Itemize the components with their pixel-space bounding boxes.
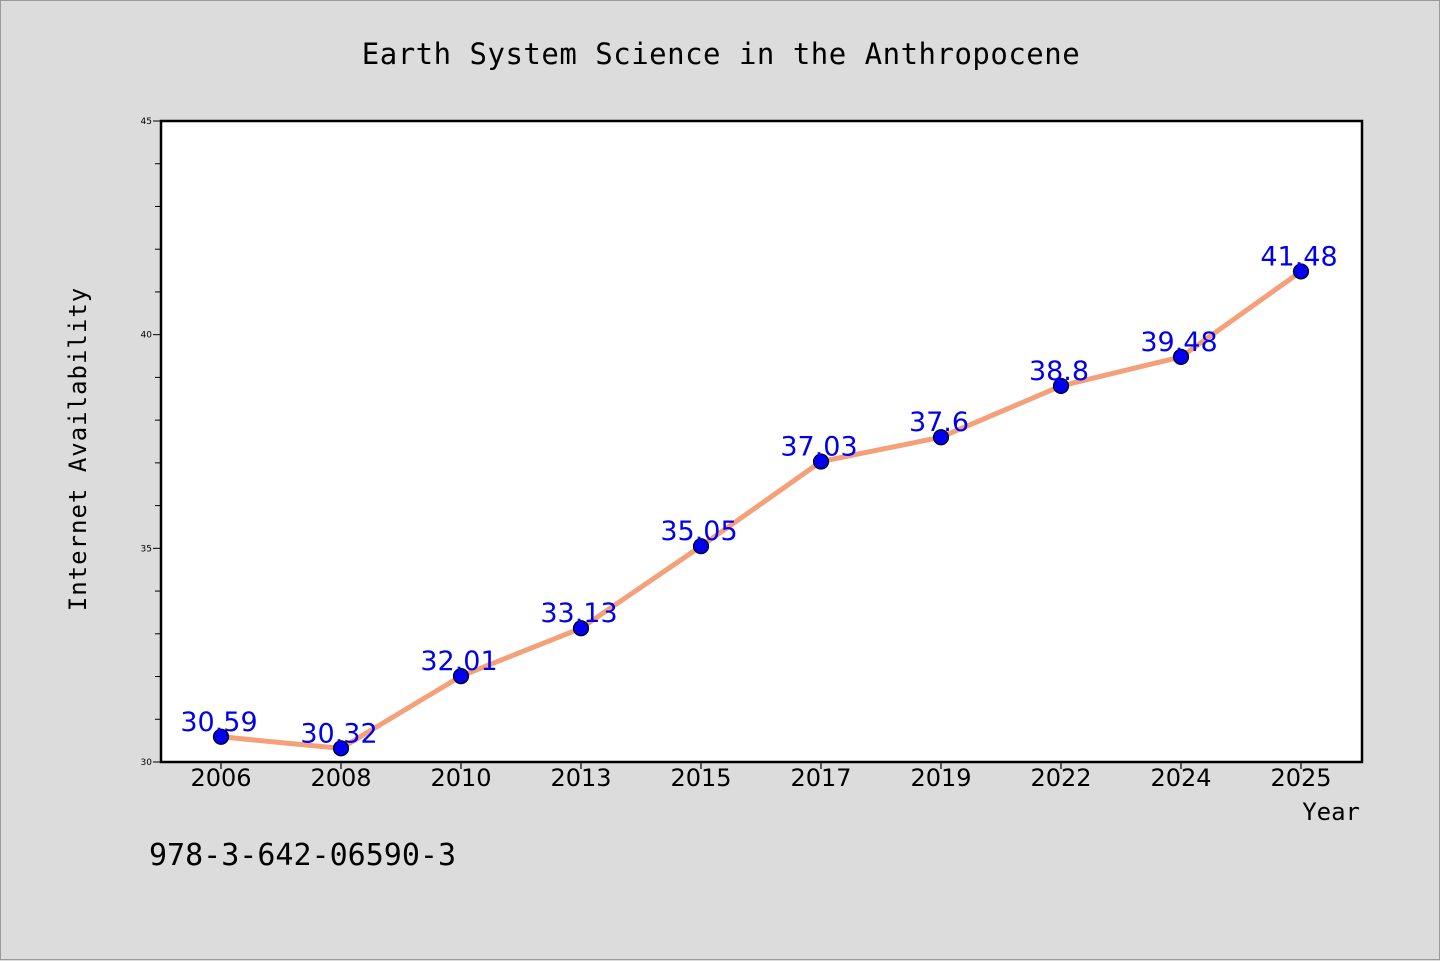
plot-area	[159, 119, 1364, 764]
x-tick-label: 2013	[550, 764, 611, 792]
x-tick-label: 2025	[1270, 764, 1331, 792]
data-point-marker	[332, 740, 350, 757]
data-label-group: 30.59 30.32 32.01 33.13 35.05 37.03 37.6 38.8 39…	[180, 241, 1337, 749]
data-label: 37.6	[909, 407, 969, 438]
data-label: 32.01	[420, 646, 497, 677]
data-label: 33.13	[540, 598, 617, 629]
data-point-marker	[1292, 263, 1310, 280]
data-point-marker	[932, 429, 950, 446]
data-point-marker	[212, 728, 230, 745]
chart-title: Earth System Science in the Anthropocene	[362, 37, 1080, 71]
data-label: 39.48	[1140, 327, 1217, 358]
data-label: 35.05	[660, 516, 737, 547]
data-point-marker	[1172, 348, 1190, 365]
y-tick-label: 35	[141, 544, 152, 554]
x-tick-label: 2024	[1150, 764, 1211, 792]
x-tick-label: 2010	[430, 764, 491, 792]
y-axis-ticks: 30 35 40 45	[141, 117, 161, 768]
y-tick-label: 45	[141, 117, 152, 127]
x-tick-label: 2008	[310, 764, 371, 792]
data-point-marker	[692, 538, 710, 555]
x-tick-label: 2017	[790, 764, 851, 792]
data-label: 37.03	[780, 432, 857, 463]
x-axis-ticks: 2006 2008 2010 2013 2015 2017 2019 2022 2024 2025	[190, 762, 1332, 792]
data-label: 30.32	[300, 718, 377, 749]
data-point-marker	[452, 668, 470, 685]
series-line-group	[212, 263, 1310, 757]
x-tick-label: 2019	[910, 764, 971, 792]
data-label: 30.59	[180, 707, 257, 738]
x-axis-label: Year	[1302, 798, 1360, 826]
data-label: 38.8	[1029, 356, 1089, 387]
x-tick-label: 2022	[1030, 764, 1091, 792]
data-point-marker	[572, 620, 590, 637]
x-tick-label: 2006	[190, 764, 251, 792]
series-line	[218, 268, 1304, 751]
x-tick-label: 2015	[670, 764, 731, 792]
y-tick-label: 30	[141, 758, 153, 768]
y-axis-label: Internet Availability	[64, 287, 92, 611]
y-tick-label: 40	[141, 331, 153, 341]
data-label: 41.48	[1260, 241, 1337, 272]
data-point-marker	[1052, 377, 1070, 395]
data-point-marker	[812, 453, 830, 470]
footer-isbn-text: 978-3-642-06590-3	[149, 838, 456, 873]
